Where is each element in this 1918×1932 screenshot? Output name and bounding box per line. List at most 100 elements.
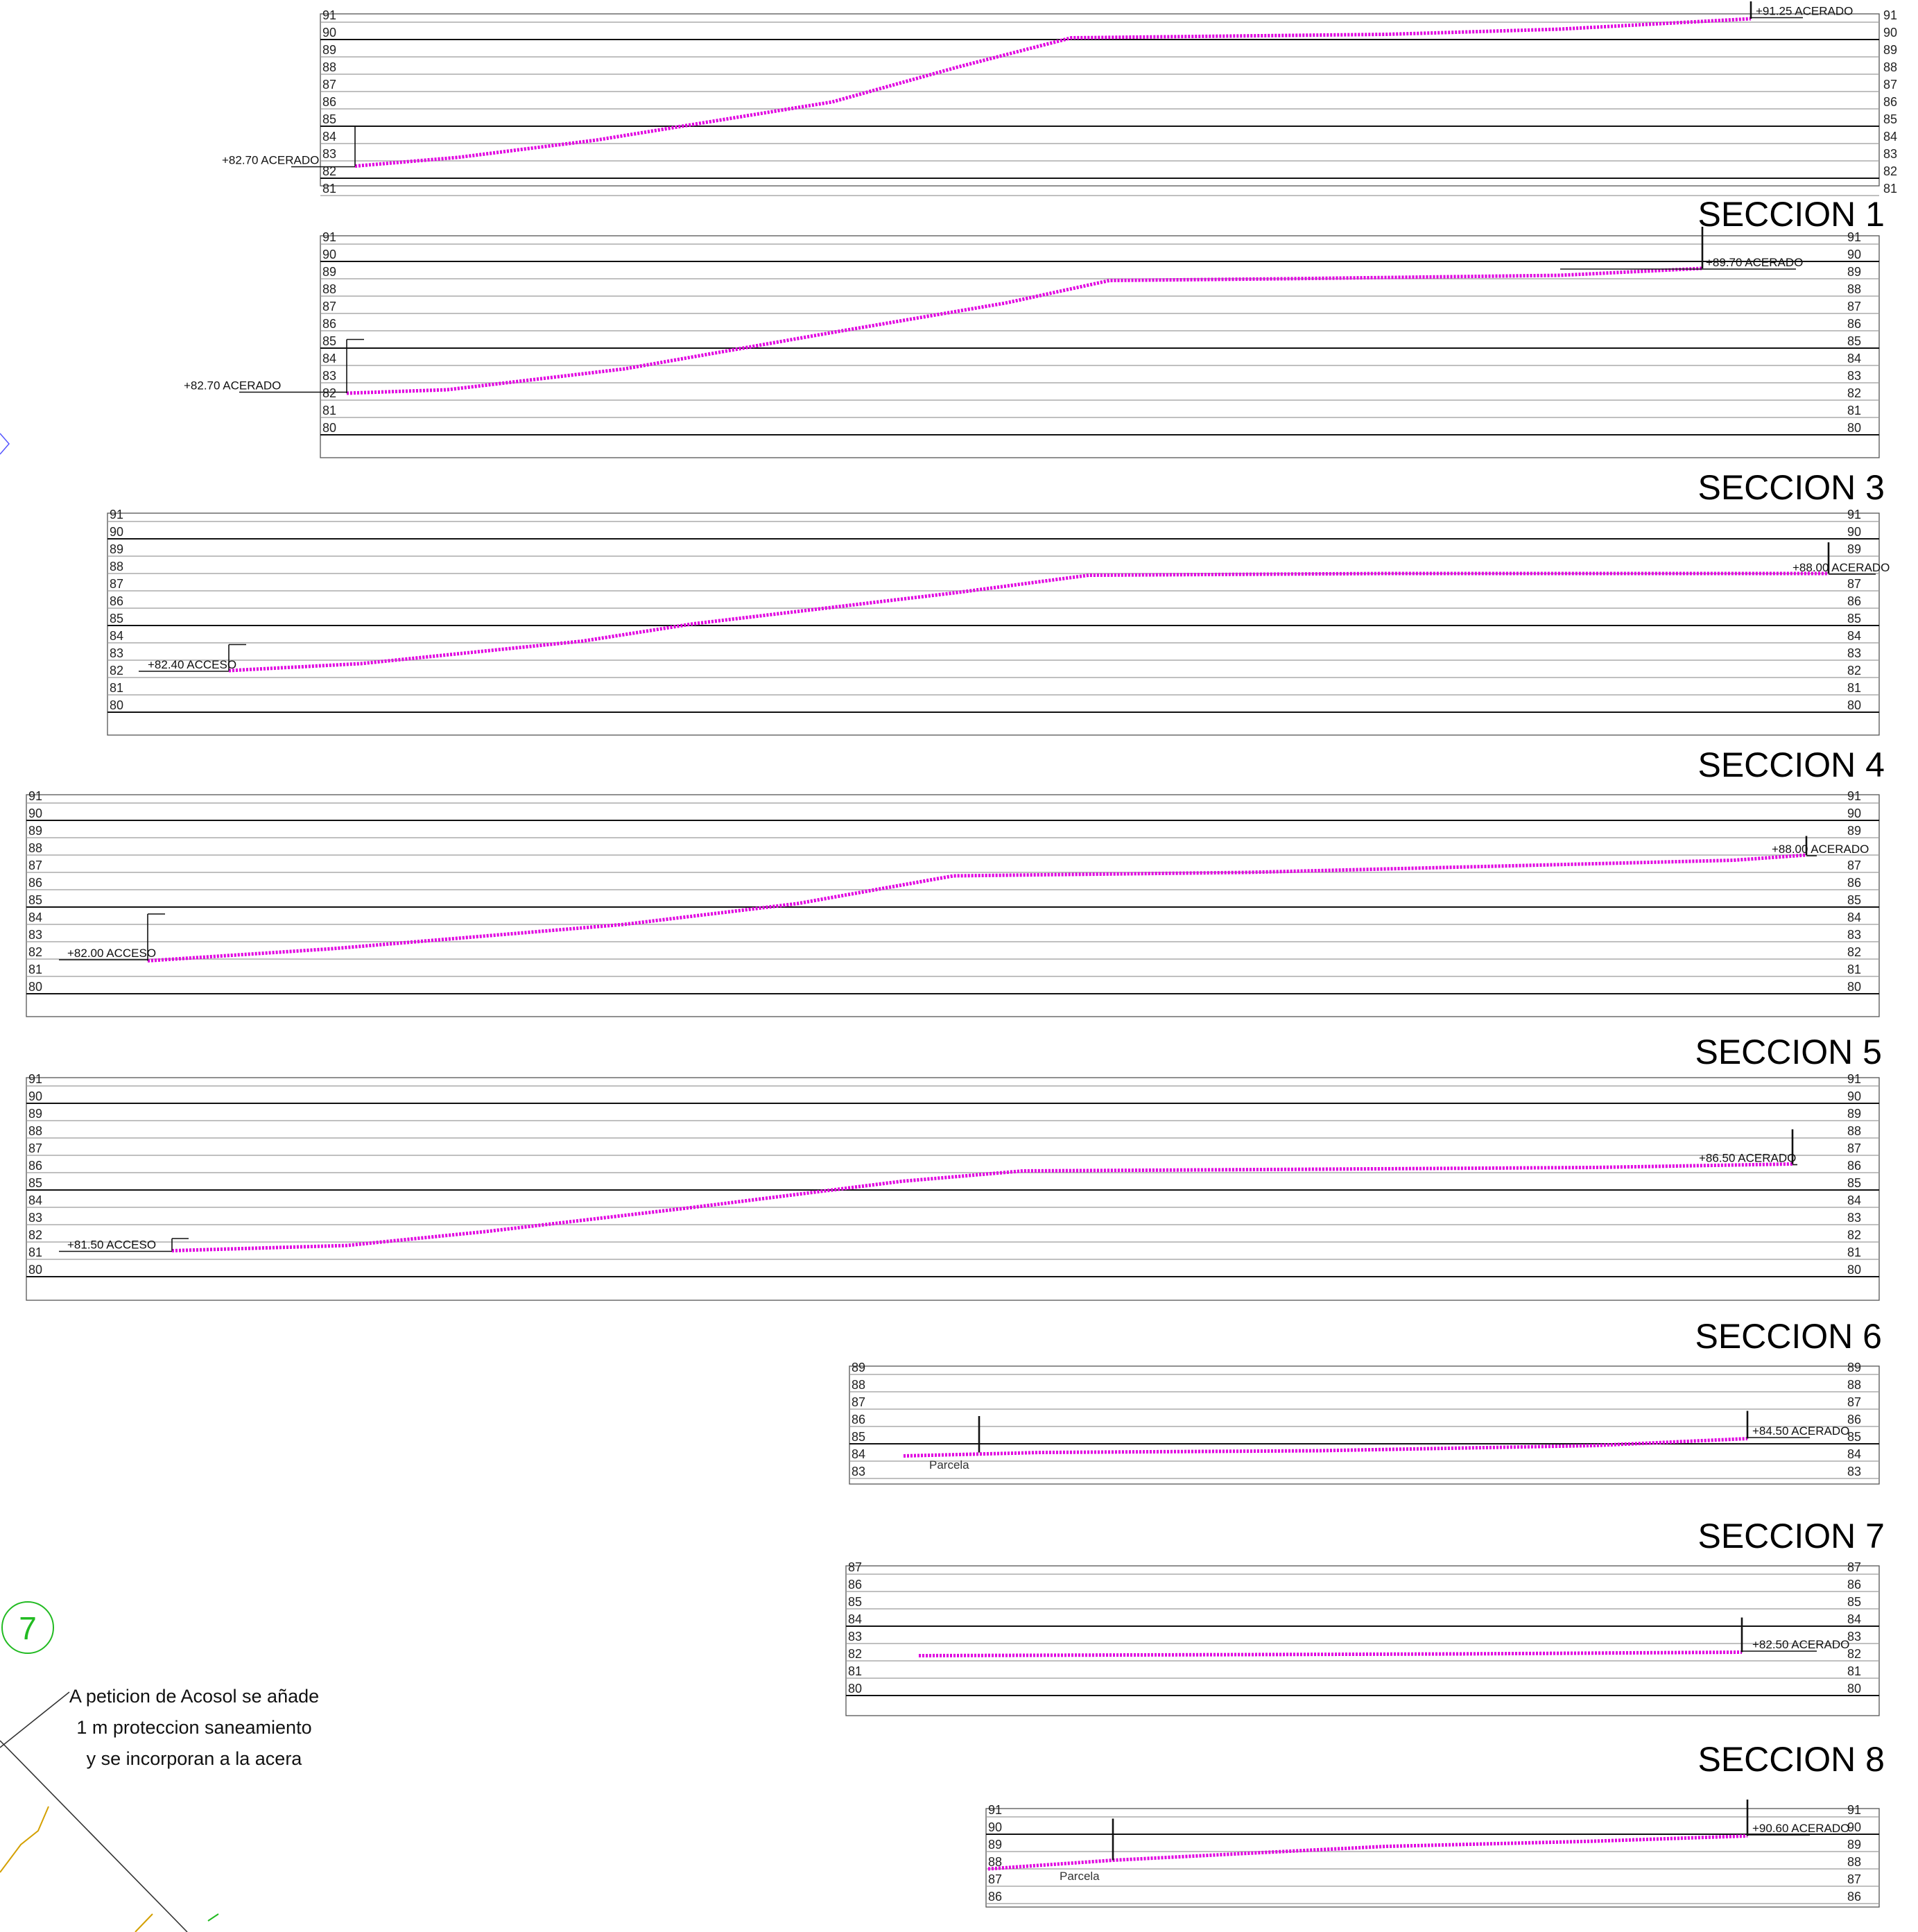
elevation-label-left: 81 [322, 404, 336, 417]
elevation-label-left: 81 [28, 1245, 42, 1259]
elevation-label-left: 87 [28, 1141, 42, 1155]
elevation-callout: +82.70 ACERADO [184, 379, 281, 393]
section-seccion-7: 87 86 85 84 83 82 81 80 87 86 85 84 83 82 81 80 SECCION … [845, 1517, 1885, 1716]
elevation-label-right: 84 [1847, 1447, 1861, 1461]
elevation-label-left: 83 [852, 1465, 865, 1478]
elevation-label-right: 90 [1883, 26, 1897, 40]
terrain-profile [147, 853, 1807, 963]
elevation-label-right: 81 [1847, 681, 1861, 695]
terrain-profile [918, 1650, 1743, 1657]
elevation-label-left: 89 [988, 1838, 1002, 1852]
elevation-label-left: 87 [322, 300, 336, 313]
elevation-label-left: 83 [110, 646, 123, 660]
elevation-label-left: 80 [28, 980, 42, 994]
elevation-label-right: 86 [1847, 876, 1861, 890]
elevation-label-right: 86 [1847, 1159, 1861, 1173]
terrain-profile [346, 266, 1703, 395]
elevation-label-right: 87 [1847, 1560, 1861, 1574]
elevation-label-left: 90 [28, 807, 42, 820]
elevation-label-left: 85 [852, 1430, 865, 1444]
plan-line [0, 1740, 188, 1932]
elevation-label-left: 83 [322, 147, 336, 161]
elevation-label-left: 84 [322, 352, 336, 365]
elevation-label-left: 89 [110, 542, 123, 556]
section-title: SECCION 5 [1695, 1033, 1882, 1071]
elevation-label-right: 85 [1847, 1176, 1861, 1190]
elevation-callout: +90.60 ACERADO [1752, 1822, 1849, 1835]
elevation-label-right: 87 [1847, 300, 1861, 313]
revision-note-line: 1 m proteccion saneamiento [76, 1717, 311, 1738]
elevation-label-right: 91 [1847, 1803, 1861, 1817]
elevation-label-left: 83 [28, 1211, 42, 1225]
elevation-callout: +88.00 ACERADO [1792, 561, 1890, 574]
plan-trace-green [207, 1913, 219, 1922]
elevation-label-left: 81 [322, 182, 336, 196]
elevation-callout: +82.50 ACERADO [1752, 1638, 1849, 1651]
terrain-profile [987, 1834, 1748, 1871]
elevation-label-left: 82 [28, 945, 42, 959]
elevation-label-left: 84 [848, 1612, 862, 1626]
elevation-label-left: 88 [28, 841, 42, 855]
elevation-label-right: 86 [1847, 594, 1861, 608]
elevation-label-right: 83 [1847, 1211, 1861, 1225]
elevation-label-right: 80 [1847, 980, 1861, 994]
elevation-label-left: 91 [322, 8, 336, 22]
elevation-label-right: 84 [1847, 911, 1861, 924]
elevation-label-right: 82 [1847, 664, 1861, 678]
elevation-label-left: 87 [988, 1872, 1002, 1886]
parcel-label: Parcela [929, 1458, 969, 1472]
section-frame [26, 794, 1880, 1017]
elevation-label-left: 80 [848, 1682, 862, 1696]
elevation-label-right: 81 [1847, 1664, 1861, 1678]
elevation-label-left: 82 [110, 664, 123, 678]
elevation-label-right: 87 [1883, 78, 1897, 92]
elevation-label-left: 84 [110, 629, 123, 643]
revision-note-line: A peticion de Acosol se añade [69, 1686, 319, 1707]
elevation-callout: +88.00 ACERADO [1772, 843, 1869, 856]
elevation-label-right: 83 [1847, 646, 1861, 660]
elevation-label-left: 88 [322, 60, 336, 74]
elevation-label-left: 88 [988, 1855, 1002, 1869]
section-seccion-5: 91 90 89 88 87 86 85 84 83 82 81 80 91 90 89 88 87 86 85 84… [26, 1033, 1882, 1301]
elevation-label-left: 81 [110, 681, 123, 695]
section-title: SECCION 4 [1697, 745, 1885, 784]
section-frame [26, 1077, 1880, 1301]
elevation-label-left: 81 [28, 963, 42, 976]
elevation-label-right: 89 [1847, 1107, 1861, 1121]
elevation-label-left: 89 [28, 1107, 42, 1121]
elevation-label-right: 83 [1883, 147, 1897, 161]
revision-note-line: y se incorporan a la acera [87, 1748, 303, 1769]
elevation-label-left: 83 [322, 369, 336, 383]
elevation-label-left: 90 [322, 248, 336, 261]
elevation-label-left: 91 [110, 508, 123, 521]
elevation-label-left: 88 [28, 1124, 42, 1138]
elevation-label-right: 80 [1847, 1682, 1861, 1696]
terrain-profile [228, 571, 1829, 673]
terrain-profile [171, 1162, 1793, 1252]
elevation-callout: +82.40 ACCESO [148, 658, 236, 671]
elevation-label-right: 80 [1847, 698, 1861, 712]
elevation-label-left: 89 [28, 824, 42, 838]
elevation-label-left: 82 [28, 1228, 42, 1242]
revision-number: 7 [19, 1610, 37, 1646]
elevation-label-right: 89 [1847, 265, 1861, 279]
elevation-callout: +89.70 ACERADO [1706, 256, 1803, 269]
elevation-label-right: 91 [1883, 8, 1897, 22]
elevation-label-right: 91 [1847, 789, 1861, 803]
elevation-label-right: 85 [1847, 612, 1861, 626]
section-title: SECCION 8 [1697, 1740, 1885, 1779]
elevation-label-left: 88 [852, 1378, 865, 1392]
elevation-label-left: 90 [322, 26, 336, 40]
note-leader [0, 1691, 70, 1748]
elevation-label-left: 91 [28, 1072, 42, 1086]
elevation-label-right: 82 [1847, 945, 1861, 959]
elevation-label-left: 86 [322, 317, 336, 331]
elevation-label-right: 87 [1847, 577, 1861, 591]
elevation-label-right: 82 [1847, 1228, 1861, 1242]
elevation-label-right: 86 [1883, 95, 1897, 109]
elevation-label-right: 89 [1847, 1361, 1861, 1374]
elevation-label-left: 86 [988, 1890, 1002, 1904]
elevation-callout: +81.50 ACCESO [67, 1239, 156, 1252]
elevation-label-left: 89 [852, 1361, 865, 1374]
